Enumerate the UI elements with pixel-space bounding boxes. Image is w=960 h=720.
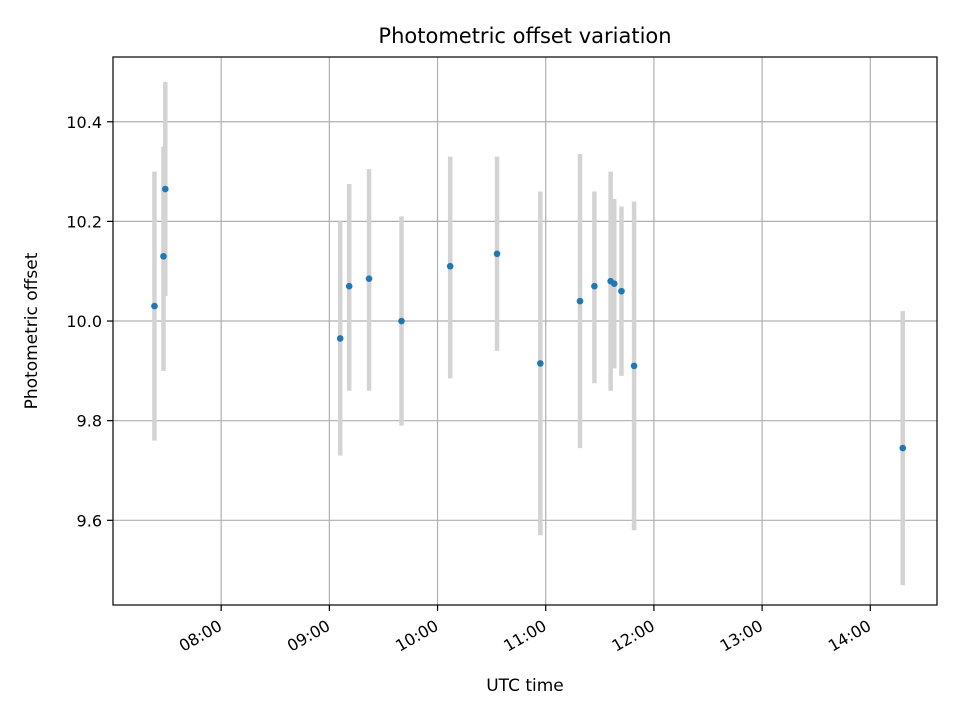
data-point xyxy=(899,444,907,452)
plot-area xyxy=(113,57,937,605)
data-point xyxy=(618,287,625,295)
data-point xyxy=(160,252,167,260)
data-point xyxy=(446,262,454,270)
y-tick-label: 10.4 xyxy=(66,113,102,132)
y-tick-label: 10.0 xyxy=(66,312,102,331)
data-points xyxy=(151,185,907,452)
data-point xyxy=(151,302,158,310)
y-tick-label: 9.8 xyxy=(77,412,102,431)
data-point xyxy=(345,282,353,290)
data-point xyxy=(537,360,544,367)
plot-frame xyxy=(112,56,938,606)
data-point xyxy=(576,297,584,305)
data-point xyxy=(365,275,373,282)
data-point xyxy=(336,335,344,342)
data-point xyxy=(610,280,618,287)
y-axis-ticks: 9.6 9.8 10.0 10.2 10.4 xyxy=(66,113,113,530)
data-point xyxy=(630,362,638,370)
chart-title: Photometric offset variation xyxy=(378,24,671,48)
grid-lines xyxy=(113,57,937,605)
y-tick-label: 9.6 xyxy=(77,511,102,530)
x-axis-label: UTC time xyxy=(486,676,564,696)
y-tick-label: 10.2 xyxy=(66,212,102,231)
data-point xyxy=(161,185,169,193)
data-point xyxy=(591,282,598,290)
data-point xyxy=(493,250,501,258)
y-axis-label: Photometric offset xyxy=(22,252,42,409)
data-point xyxy=(398,317,405,325)
